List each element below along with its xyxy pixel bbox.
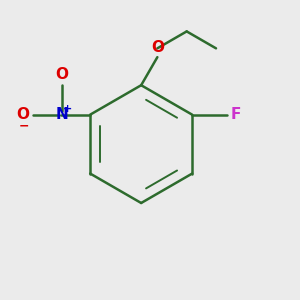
Text: O: O: [56, 67, 69, 82]
Text: O: O: [151, 40, 164, 55]
Text: O: O: [16, 107, 29, 122]
Text: N: N: [56, 107, 69, 122]
Text: F: F: [231, 107, 242, 122]
Text: +: +: [63, 104, 72, 114]
Text: −: −: [19, 120, 29, 133]
